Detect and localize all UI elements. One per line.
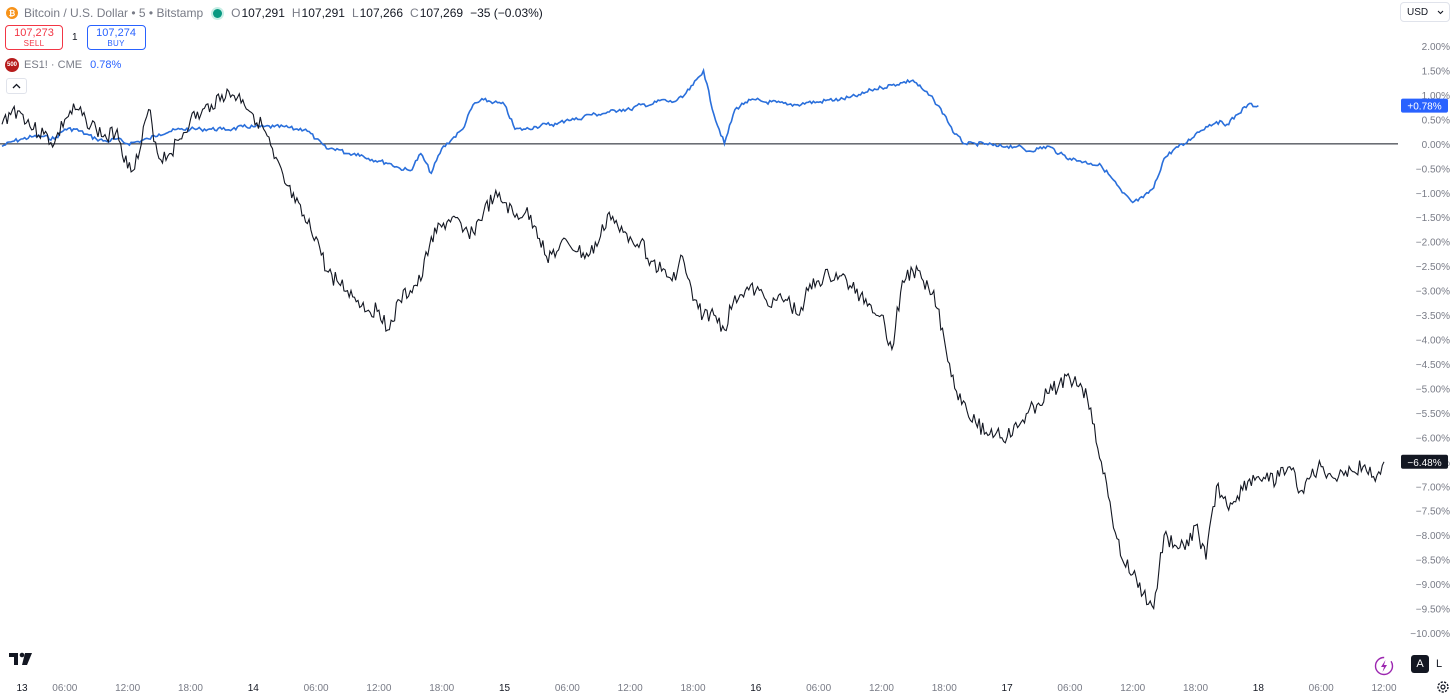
- ohlc-open-key: O: [231, 6, 241, 20]
- es-last-value-badge: [1401, 98, 1448, 113]
- y-tick-label: −10.00%: [1410, 629, 1450, 640]
- x-tick-label: 14: [248, 683, 260, 694]
- buy-label: BUY: [107, 39, 125, 48]
- es-symbol-icon: 500: [5, 58, 19, 72]
- symbol-legend: ₿ Bitcoin / U.S. Dollar • 5 • Bitstamp O…: [6, 5, 543, 21]
- x-tick-label: 13: [16, 683, 28, 694]
- ohlc-high-key: H: [291, 6, 301, 20]
- sell-button[interactable]: 107,273 SELL: [5, 25, 63, 50]
- settings-gear-icon[interactable]: [1436, 680, 1450, 694]
- y-tick-label: −3.50%: [1416, 311, 1450, 322]
- y-tick-label: −4.50%: [1416, 360, 1450, 371]
- x-tick-label: 18:00: [178, 683, 203, 694]
- symbol-title[interactable]: Bitcoin / U.S. Dollar • 5 • Bitstamp: [24, 6, 204, 20]
- x-tick-label: 12:00: [869, 683, 894, 694]
- x-tick-label: 16: [750, 683, 762, 694]
- trade-buttons: 107,273 SELL 1 107,274 BUY: [5, 25, 146, 50]
- y-tick-label: −2.50%: [1416, 262, 1450, 273]
- x-tick-label: 06:00: [304, 683, 329, 694]
- x-tick-label: 18:00: [1183, 683, 1208, 694]
- x-tick-label: 12:00: [1120, 683, 1145, 694]
- auto-scale-button[interactable]: A: [1411, 655, 1429, 673]
- x-tick-label: 06:00: [52, 683, 77, 694]
- btc-last-value-badge: [1401, 454, 1448, 469]
- ohlc-values: O107,291 H107,291 L107,266 C107,269 −35 …: [231, 6, 543, 20]
- ohlc-close-key: C: [410, 6, 419, 20]
- sell-label: SELL: [23, 39, 45, 48]
- bitcoin-icon: ₿: [6, 7, 18, 19]
- collapse-legend-button[interactable]: [6, 78, 27, 94]
- currency-selector[interactable]: USD: [1400, 2, 1450, 22]
- y-tick-label: 1.00%: [1422, 91, 1450, 102]
- y-tick-label: 0.00%: [1422, 140, 1450, 151]
- y-tick-label: 2.00%: [1422, 42, 1450, 53]
- x-tick-label: 06:00: [1057, 683, 1082, 694]
- chevron-down-icon: [1437, 10, 1444, 14]
- compare-symbol-name: ES1! · CME: [24, 59, 83, 71]
- y-tick-label: −7.00%: [1416, 482, 1450, 493]
- y-tick-label: −9.50%: [1416, 605, 1450, 616]
- compare-symbol-legend[interactable]: 500 ES1! · CME 0.78%: [5, 58, 121, 72]
- btc-last-value-label: −6.48%: [1407, 458, 1441, 469]
- x-tick-label: 15: [499, 683, 511, 694]
- x-tick-label: 18:00: [429, 683, 454, 694]
- y-tick-label: 1.50%: [1422, 66, 1450, 77]
- y-tick-label: 0.50%: [1422, 115, 1450, 126]
- ohlc-close-value: 107,269: [419, 6, 464, 20]
- spread-value: 1: [72, 32, 78, 43]
- collapse-chevron-icon: [12, 83, 21, 89]
- price-change: −35 (−0.03%): [470, 6, 543, 20]
- buy-price: 107,274: [96, 27, 136, 39]
- series-line-btc: [1, 87, 1385, 611]
- x-tick-label: 06:00: [1309, 683, 1334, 694]
- y-tick-label: −8.50%: [1416, 556, 1450, 567]
- y-tick-label: −4.00%: [1416, 336, 1450, 347]
- y-tick-label: −5.50%: [1416, 409, 1450, 420]
- y-tick-label: −6.50%: [1416, 458, 1450, 469]
- x-tick-label: 06:00: [555, 683, 580, 694]
- x-tick-label: 17: [1002, 683, 1014, 694]
- compare-symbol-value: 0.78%: [90, 59, 122, 71]
- currency-label: USD: [1407, 6, 1429, 18]
- log-scale-button[interactable]: L: [1435, 658, 1443, 670]
- buy-button[interactable]: 107,274 BUY: [86, 25, 146, 50]
- ohlc-high-value: 107,291: [301, 6, 345, 20]
- y-tick-label: −0.50%: [1416, 164, 1450, 175]
- series-line-es: [1, 67, 1259, 204]
- x-tick-label: 12:00: [115, 683, 140, 694]
- lightning-icon[interactable]: [1373, 655, 1395, 677]
- x-tick-label: 12:00: [618, 683, 643, 694]
- x-tick-label: 06:00: [806, 683, 831, 694]
- sell-price: 107,273: [14, 27, 54, 39]
- es-last-value-label: +0.78%: [1407, 102, 1441, 113]
- y-tick-label: −9.00%: [1416, 580, 1450, 591]
- y-tick-label: −8.00%: [1416, 531, 1450, 542]
- x-tick-label: 18:00: [932, 683, 957, 694]
- y-tick-label: −6.00%: [1416, 433, 1450, 444]
- market-status-dot-icon[interactable]: [213, 8, 223, 18]
- y-tick-label: −5.00%: [1416, 384, 1450, 395]
- y-tick-label: −1.00%: [1416, 189, 1450, 200]
- x-tick-label: 12:00: [1371, 683, 1396, 694]
- ohlc-low-value: 107,266: [359, 6, 404, 20]
- y-tick-label: −1.50%: [1416, 213, 1450, 224]
- y-tick-label: −2.00%: [1416, 238, 1450, 249]
- x-tick-label: 18:00: [680, 683, 705, 694]
- tradingview-logo-icon[interactable]: [8, 651, 34, 672]
- ohlc-low-key: L: [351, 6, 359, 20]
- ohlc-open-value: 107,291: [241, 6, 285, 20]
- y-tick-label: −7.50%: [1416, 507, 1450, 518]
- x-tick-label: 12:00: [366, 683, 391, 694]
- x-tick-label: 18: [1253, 683, 1265, 694]
- y-tick-label: −3.00%: [1416, 287, 1450, 298]
